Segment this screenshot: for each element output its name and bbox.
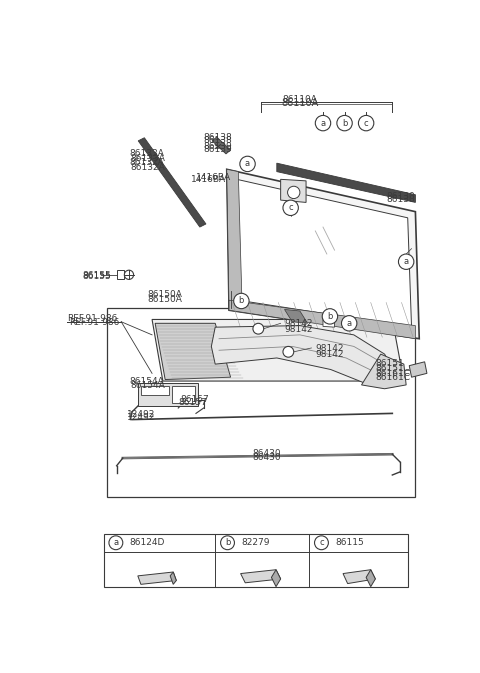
Circle shape [337,115,352,131]
Text: REF.91-986: REF.91-986 [67,314,118,323]
Text: a: a [245,160,250,168]
Text: 86150A: 86150A [147,295,182,304]
Text: 86430: 86430 [252,453,281,462]
Polygon shape [281,179,306,203]
Text: 86133A: 86133A [131,154,166,163]
Circle shape [109,536,123,550]
Polygon shape [285,310,308,323]
Text: a: a [347,319,352,328]
Polygon shape [229,300,415,339]
Circle shape [283,200,299,215]
Circle shape [288,186,300,199]
Polygon shape [240,570,281,583]
Text: 86154A: 86154A [129,377,164,386]
Polygon shape [141,386,169,395]
Text: 86132A: 86132A [131,163,165,172]
Text: 12492: 12492 [127,411,156,419]
Text: 1416BA: 1416BA [196,173,231,182]
Polygon shape [323,318,335,327]
Text: 86150A: 86150A [147,290,182,299]
Polygon shape [271,570,281,587]
Text: a: a [404,257,409,267]
Polygon shape [237,179,411,327]
Polygon shape [211,326,400,385]
Text: b: b [327,312,333,321]
Circle shape [283,347,294,357]
Text: c: c [364,118,369,128]
Polygon shape [138,572,176,584]
Text: 98142: 98142 [315,350,344,359]
Text: 86161C: 86161C [375,369,410,378]
Text: 86154A: 86154A [131,381,165,390]
Circle shape [240,156,255,172]
Text: c: c [288,203,293,212]
Polygon shape [277,163,415,203]
Polygon shape [212,137,230,154]
Text: 86161C: 86161C [375,374,410,382]
Polygon shape [343,570,375,583]
Text: 86138: 86138 [204,133,232,142]
Text: 86157: 86157 [180,395,209,404]
Text: 86155: 86155 [83,272,111,281]
Polygon shape [170,572,176,584]
Polygon shape [366,570,375,587]
Polygon shape [227,170,242,310]
Polygon shape [138,138,206,227]
Polygon shape [409,362,427,377]
Text: 86110A: 86110A [281,98,319,108]
Polygon shape [361,354,406,389]
Text: 86132A: 86132A [129,157,164,167]
Polygon shape [104,534,408,588]
Text: 98142: 98142 [315,344,344,353]
Text: 86151: 86151 [375,359,404,369]
Circle shape [398,254,414,269]
Polygon shape [138,384,198,406]
Text: 86130: 86130 [386,192,415,201]
Circle shape [359,115,374,131]
Text: 82279: 82279 [241,538,270,547]
Text: 86138: 86138 [204,136,232,145]
Circle shape [124,270,133,279]
Text: 86124D: 86124D [130,538,165,547]
Text: 98142: 98142 [285,325,313,334]
Text: 86151: 86151 [375,364,404,373]
Circle shape [221,536,234,550]
Polygon shape [172,386,195,402]
Text: 86133A: 86133A [129,149,164,157]
Text: 1416BA: 1416BA [191,175,226,184]
Polygon shape [152,320,404,381]
Text: b: b [342,118,347,128]
Polygon shape [227,170,419,339]
Circle shape [253,323,264,334]
Polygon shape [108,308,415,497]
Polygon shape [117,270,124,279]
Text: 12492: 12492 [127,413,156,423]
Polygon shape [155,323,230,380]
Text: 86430: 86430 [252,449,281,458]
Text: 86130: 86130 [386,194,415,204]
Text: 86155: 86155 [83,271,111,280]
Circle shape [315,115,331,131]
Text: 86139: 86139 [204,143,232,151]
Text: REF.91-986: REF.91-986 [69,318,119,327]
Circle shape [322,309,337,324]
Text: b: b [225,538,230,547]
Text: 86157: 86157 [178,398,207,407]
Text: 86115: 86115 [336,538,364,547]
Text: b: b [239,297,244,306]
Text: 86139: 86139 [204,145,232,153]
Circle shape [341,316,357,331]
Text: 86110A: 86110A [282,95,317,104]
Text: c: c [319,538,324,547]
Text: a: a [321,118,325,128]
Circle shape [314,536,328,550]
Circle shape [234,293,249,309]
Text: a: a [113,538,119,547]
Text: 98142: 98142 [285,320,313,328]
